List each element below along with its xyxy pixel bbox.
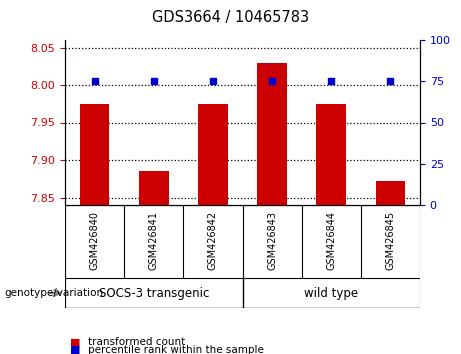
Text: genotype/variation: genotype/variation <box>5 288 104 298</box>
Text: ■: ■ <box>70 345 80 354</box>
Text: GSM426845: GSM426845 <box>385 211 396 270</box>
Bar <box>257 63 287 205</box>
Text: GDS3664 / 10465783: GDS3664 / 10465783 <box>152 10 309 25</box>
Text: GSM426840: GSM426840 <box>89 211 100 270</box>
Point <box>91 79 98 84</box>
Text: GSM426843: GSM426843 <box>267 211 277 270</box>
Point <box>328 79 335 84</box>
Text: wild type: wild type <box>304 286 358 299</box>
Point <box>268 79 276 84</box>
Bar <box>198 104 228 205</box>
Text: percentile rank within the sample: percentile rank within the sample <box>88 345 264 354</box>
Text: GSM426842: GSM426842 <box>208 211 218 270</box>
Bar <box>139 171 169 205</box>
Bar <box>80 104 109 205</box>
Text: GSM426841: GSM426841 <box>149 211 159 270</box>
Point <box>209 79 217 84</box>
Text: GSM426844: GSM426844 <box>326 211 336 270</box>
Text: SOCS-3 transgenic: SOCS-3 transgenic <box>99 286 209 299</box>
Point <box>387 79 394 84</box>
Bar <box>316 104 346 205</box>
Text: ■: ■ <box>70 337 80 347</box>
Bar <box>376 181 405 205</box>
Text: transformed count: transformed count <box>88 337 185 347</box>
Point <box>150 79 158 84</box>
